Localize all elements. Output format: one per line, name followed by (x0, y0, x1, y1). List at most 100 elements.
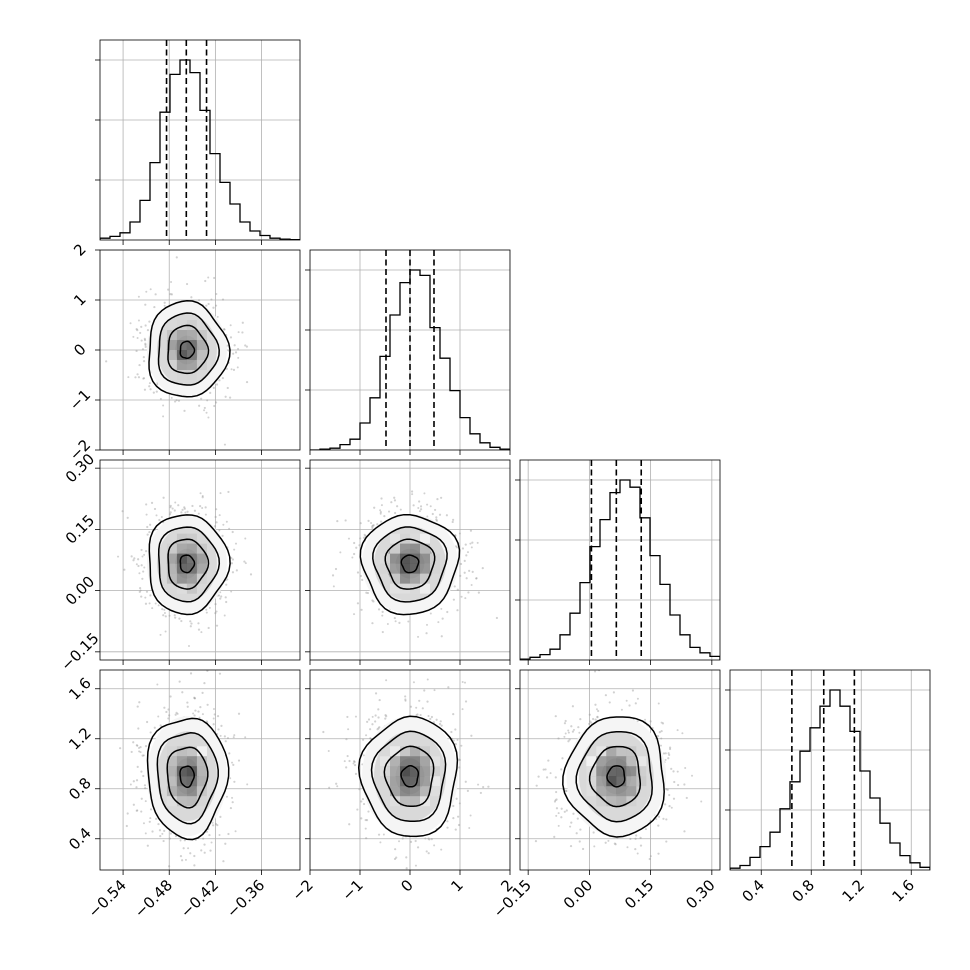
density-block (410, 796, 420, 807)
panel-content (310, 670, 510, 870)
scatter-point (206, 830, 209, 833)
density-block (606, 756, 617, 767)
scatter-point (458, 802, 461, 805)
density-block (430, 786, 440, 797)
scatter-point (207, 626, 210, 630)
scatter-point (458, 766, 461, 769)
scatter-point (154, 602, 157, 605)
scatter-point (163, 608, 166, 611)
density-block (586, 776, 597, 787)
density-block (420, 563, 430, 574)
scatter-point (471, 570, 474, 573)
scatter-point (136, 765, 139, 769)
scatter-point (148, 602, 151, 605)
scatter-point (142, 360, 146, 363)
scatter-point (457, 815, 460, 818)
scatter-point (644, 828, 647, 831)
density-block (626, 776, 637, 787)
scatter-point (174, 616, 177, 619)
density-block (410, 563, 420, 574)
scatter-point (401, 837, 404, 840)
scatter-point (384, 717, 387, 720)
scatter-point (354, 772, 358, 775)
scatter-point (132, 780, 135, 783)
density-block (166, 563, 177, 574)
scatter-point (461, 708, 464, 711)
scatter-point (215, 624, 219, 627)
scatter-point (153, 726, 156, 729)
y-tick-label: 2 (70, 240, 89, 259)
scatter-point (353, 541, 356, 545)
scatter-point (169, 695, 172, 698)
scatter-point (144, 343, 147, 346)
scatter-point (639, 836, 642, 839)
y-tick-label: 1.6 (65, 674, 95, 704)
density-block (410, 766, 420, 777)
scatter-point (119, 747, 122, 750)
scatter-point (621, 877, 623, 879)
density-block (196, 330, 207, 340)
density-block (606, 776, 617, 787)
scatter-point (182, 847, 185, 850)
density-blocks (586, 746, 647, 807)
scatter-point (371, 524, 375, 527)
scatter-point (236, 366, 239, 369)
density-block (420, 533, 430, 544)
scatter-point (425, 623, 428, 626)
density-block (380, 776, 390, 787)
scatter-point (578, 731, 581, 734)
scatter-point (454, 828, 457, 831)
density-block (176, 350, 187, 360)
scatter-point (132, 741, 135, 744)
scatter-point (661, 722, 665, 725)
contour-line (606, 765, 626, 788)
scatter-point (404, 698, 407, 701)
scatter-point (168, 714, 171, 717)
density-block (400, 796, 410, 807)
scatter-point (575, 832, 578, 835)
scatter-point (155, 390, 158, 393)
density-block (380, 756, 390, 767)
scatter-point (452, 598, 455, 601)
scatter-point (197, 628, 201, 631)
scatter-point (417, 506, 420, 509)
density-block (166, 766, 177, 777)
scatter-point (567, 740, 570, 743)
contour-line (148, 299, 231, 398)
scatter-point (215, 508, 218, 511)
scatter-point (629, 837, 632, 841)
scatter-point (140, 595, 143, 598)
scatter-point (463, 571, 466, 574)
y-tick-label: 0 (70, 340, 89, 359)
scatter-point (415, 706, 418, 709)
scatter-point (356, 571, 360, 574)
density-block (186, 786, 197, 797)
scatter-point (144, 303, 147, 306)
scatter-point (590, 721, 593, 724)
scatter-point (592, 717, 595, 721)
scatter-point (178, 617, 181, 620)
density-block (166, 360, 177, 370)
scatter-point (174, 501, 177, 504)
scatter-point (456, 609, 459, 612)
scatter-point (377, 833, 381, 836)
scatter-point (456, 738, 459, 741)
scatter-point (231, 761, 234, 764)
scatter-point (243, 560, 246, 563)
scatter-point (168, 865, 171, 868)
x-tick-label: −2 (288, 876, 316, 904)
scatter-point (169, 511, 172, 514)
scatter-point (461, 681, 464, 684)
density-block (196, 340, 207, 350)
scatter-point (435, 519, 439, 522)
scatter-point (157, 604, 160, 607)
scatter-point (668, 793, 671, 797)
density-block (166, 543, 177, 554)
scatter-point (628, 704, 631, 707)
density-block (410, 746, 420, 757)
contour-line (166, 746, 209, 809)
density-panel-2-1 (305, 459, 511, 665)
scatter-point (335, 782, 338, 785)
scatter-point (167, 717, 170, 720)
scatter-point (140, 564, 143, 567)
